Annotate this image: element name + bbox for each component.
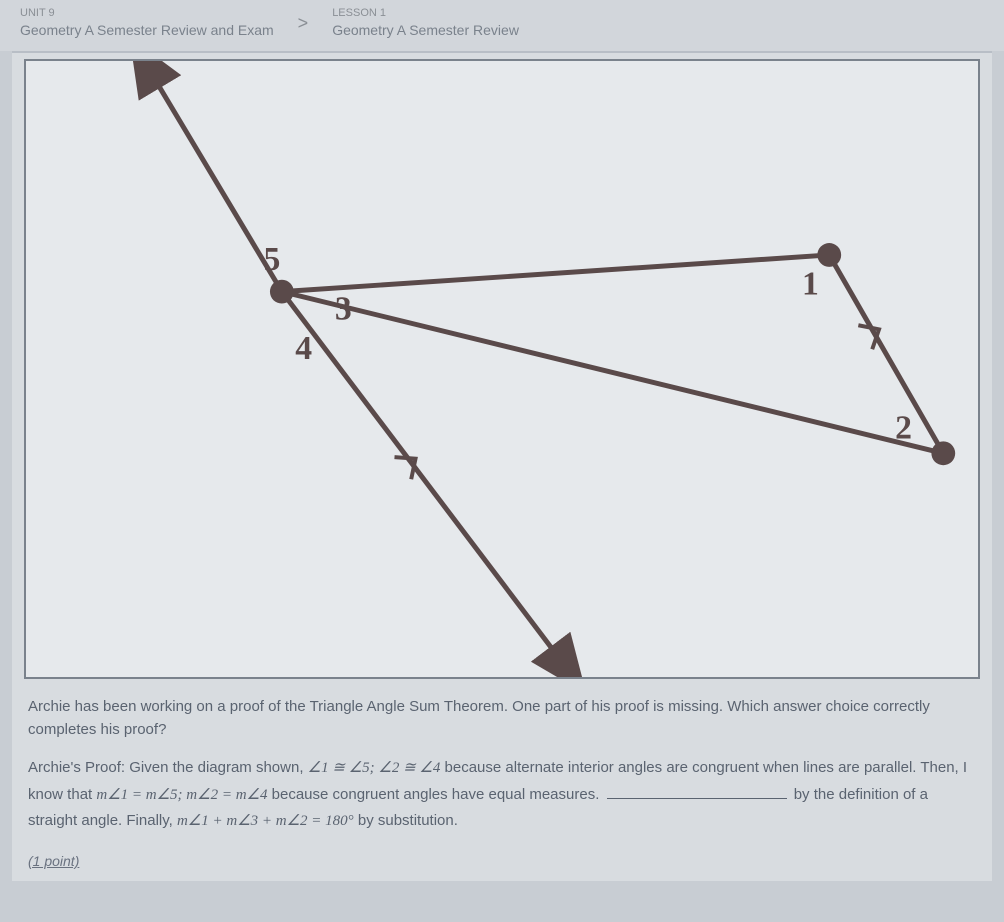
angle-label-2: 2: [895, 409, 912, 446]
angle-label-4: 4: [295, 330, 312, 367]
breadcrumb-unit[interactable]: UNIT 9 Geometry A Semester Review and Ex…: [20, 6, 274, 41]
breadcrumb-lesson[interactable]: LESSON 1 Geometry A Semester Review: [332, 6, 519, 41]
ray-down: [282, 292, 557, 655]
proof-label: Archie's Proof: Given the diagram shown,: [28, 759, 308, 776]
proof-blank[interactable]: [607, 785, 787, 799]
triangle-side-bottom: [282, 292, 943, 454]
question-intro: Archie has been working on a proof of th…: [24, 679, 980, 752]
proof-text: Archie's Proof: Given the diagram shown,…: [24, 751, 980, 845]
content-area: 1 2 3 4 5 Archie has been working on a p…: [12, 51, 992, 881]
triangle-side-right: [829, 255, 943, 453]
geometry-diagram: 1 2 3 4 5: [24, 59, 980, 679]
points-label: (1 point): [24, 845, 980, 869]
breadcrumb: UNIT 9 Geometry A Semester Review and Ex…: [0, 0, 1004, 51]
vertex-point: [270, 280, 294, 304]
point-bottom-right: [931, 441, 955, 465]
chevron-right-icon: >: [292, 13, 315, 34]
proof-math-1: ∠1 ≅ ∠5; ∠2 ≅ ∠4: [308, 760, 441, 776]
angle-label-3: 3: [335, 290, 352, 327]
point-top-right: [817, 243, 841, 267]
angle-label-5: 5: [264, 241, 281, 278]
lesson-label: LESSON 1: [332, 6, 519, 21]
angle-label-1: 1: [802, 266, 819, 303]
unit-label: UNIT 9: [20, 6, 274, 21]
unit-title: Geometry A Semester Review and Exam: [20, 21, 274, 41]
lesson-title: Geometry A Semester Review: [332, 21, 519, 41]
diagram-svg: 1 2 3 4 5: [26, 61, 978, 677]
proof-t5: by substitution.: [354, 812, 458, 829]
triangle-side-top: [282, 255, 829, 292]
proof-t3: because congruent angles have equal meas…: [267, 786, 603, 803]
proof-math-3: m∠1 + m∠3 + m∠2 = 180°: [177, 813, 354, 829]
proof-math-2: m∠1 = m∠5; m∠2 = m∠4: [96, 787, 267, 803]
